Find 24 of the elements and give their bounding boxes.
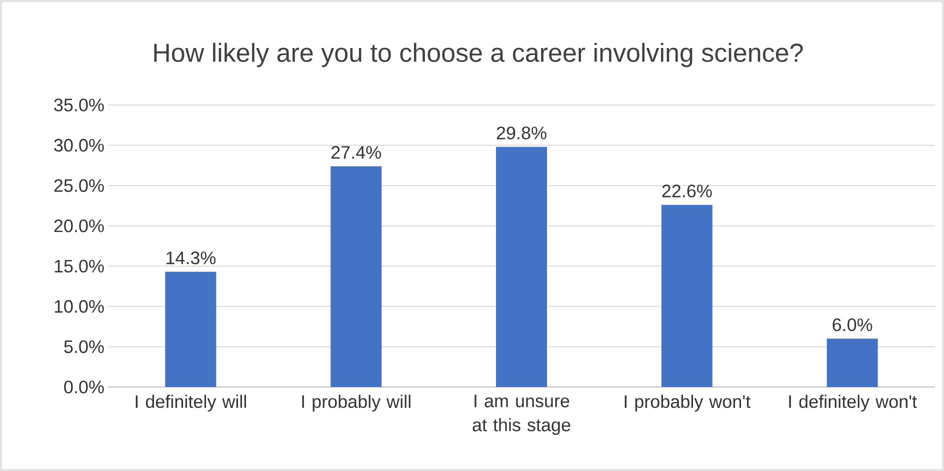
y-tick-label: 10.0% — [54, 300, 104, 313]
y-tick-label: 25.0% — [54, 179, 104, 192]
data-label: 27.4% — [331, 146, 381, 159]
y-tick-label: 5.0% — [64, 340, 104, 354]
y-tick-label: 30.0% — [54, 138, 104, 152]
bar — [826, 338, 878, 387]
x-tick-label: I definitely will — [136, 394, 246, 412]
data-label: 22.6% — [662, 184, 712, 198]
bar — [330, 166, 382, 387]
bar — [165, 272, 216, 387]
chart-title: How likely are you to choose a career involving science? — [154, 42, 803, 68]
y-tick-label: 0.0% — [64, 380, 104, 394]
y-tick-label: 15.0% — [54, 260, 104, 273]
x-tick-label: I probably won't — [624, 394, 750, 412]
x-tick-label: I probably will — [302, 394, 410, 412]
data-label: 29.8% — [496, 126, 546, 140]
y-tick-label: 35.0% — [54, 98, 104, 112]
x-tick-label: I am unsure at this stage — [472, 394, 570, 435]
x-tick-label: I definitely won't — [789, 394, 917, 412]
bar — [661, 204, 712, 387]
bar — [496, 146, 548, 387]
y-tick-label: 20.0% — [54, 219, 104, 232]
data-label: 6.0% — [832, 318, 872, 332]
data-label: 14.3% — [166, 252, 216, 264]
